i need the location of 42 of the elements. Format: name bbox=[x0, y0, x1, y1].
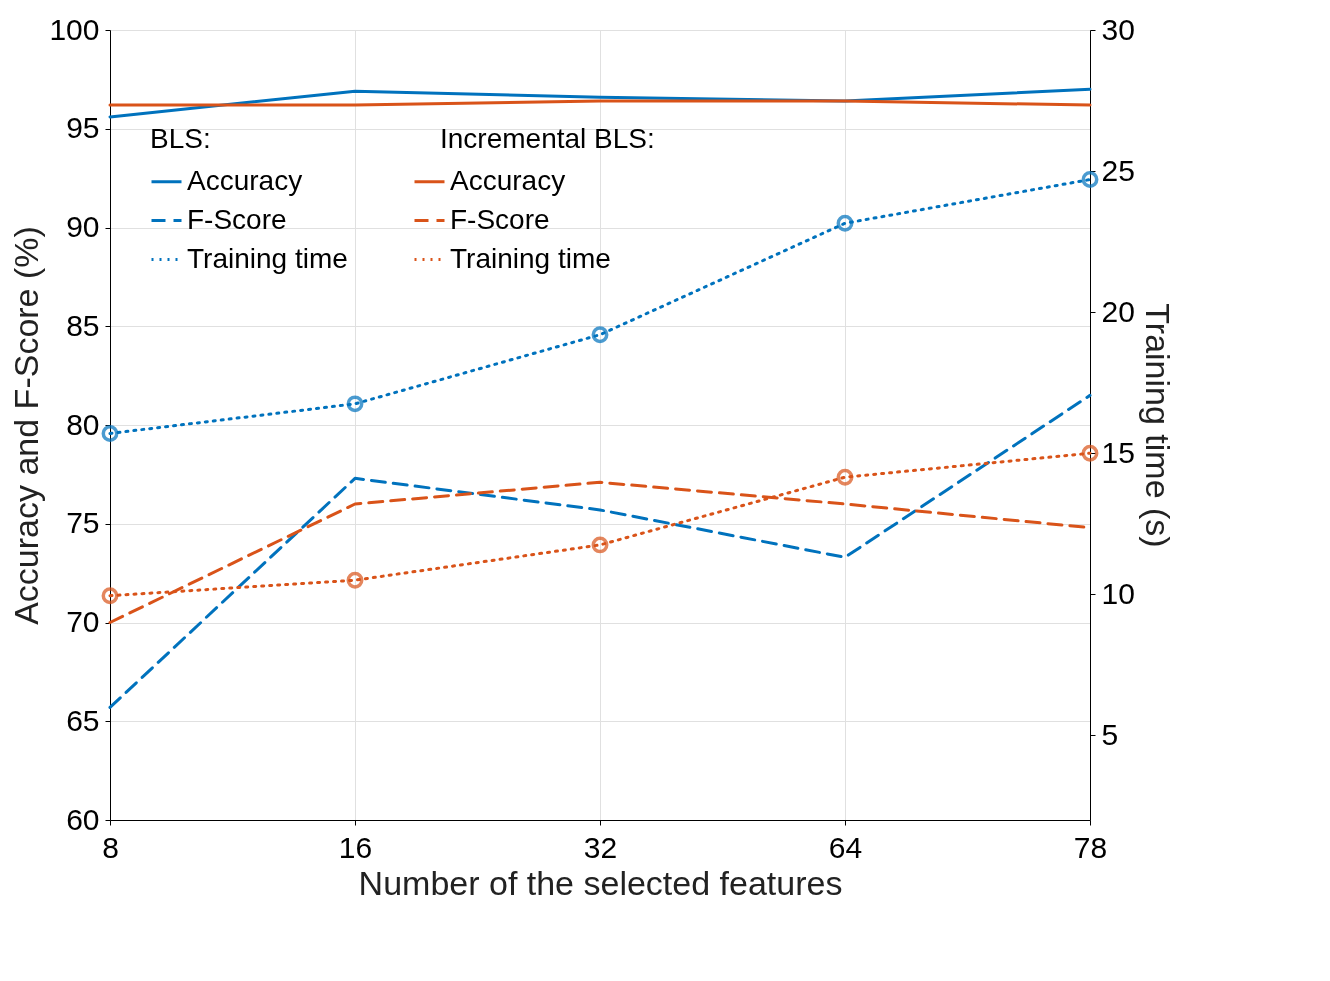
x-tick-label: 64 bbox=[828, 830, 863, 864]
y2-tick-label: 30 bbox=[1101, 12, 1135, 46]
y-tick-label: 95 bbox=[66, 111, 100, 145]
point bbox=[836, 468, 854, 486]
x-tick-label: 78 bbox=[1073, 830, 1108, 864]
annotation: Incremental BLS: bbox=[440, 123, 655, 154]
y2-tick-label: 15 bbox=[1101, 435, 1135, 469]
y-tick-label: 80 bbox=[66, 407, 100, 441]
y-tick-label: 85 bbox=[66, 308, 100, 342]
point bbox=[346, 395, 364, 413]
point bbox=[836, 214, 854, 232]
legend-label: Accuracy bbox=[450, 164, 566, 196]
x-tick-label: 16 bbox=[338, 830, 373, 864]
legend-label: Accuracy bbox=[187, 164, 303, 196]
point bbox=[101, 587, 119, 605]
legend-label: Training time bbox=[187, 242, 348, 274]
y-tick-label: 75 bbox=[66, 506, 100, 540]
legend-label: Training time bbox=[450, 242, 611, 274]
line-series bbox=[108, 393, 1092, 709]
point bbox=[1081, 444, 1099, 462]
legend-label: F-Score bbox=[187, 203, 287, 235]
y2-tick-label: 5 bbox=[1101, 717, 1119, 751]
x-tick-label: 32 bbox=[583, 830, 618, 864]
y-tick-label: 90 bbox=[66, 210, 100, 243]
y-axis-title: Accuracy and F-Score (%) bbox=[7, 226, 46, 625]
point bbox=[591, 536, 609, 554]
y-tick-label: 60 bbox=[66, 802, 100, 836]
annotation: BLS: bbox=[150, 123, 211, 154]
point bbox=[1081, 171, 1099, 188]
y-tick-label: 100 bbox=[49, 12, 100, 46]
point bbox=[101, 425, 119, 442]
y2-tick-label: 20 bbox=[1101, 294, 1135, 328]
point bbox=[591, 326, 609, 344]
y2-tick-label: 10 bbox=[1101, 576, 1135, 610]
x-tick-label: 8 bbox=[102, 830, 119, 864]
y-tick-label: 70 bbox=[66, 605, 100, 638]
point bbox=[346, 571, 364, 589]
x-axis-title: Number of the selected features bbox=[358, 863, 843, 902]
y2-axis-title: Training time (s) bbox=[1138, 303, 1177, 548]
y2-tick-label: 25 bbox=[1101, 153, 1135, 187]
y-tick-label: 65 bbox=[66, 703, 100, 737]
legend-label: F-Score bbox=[450, 203, 550, 235]
